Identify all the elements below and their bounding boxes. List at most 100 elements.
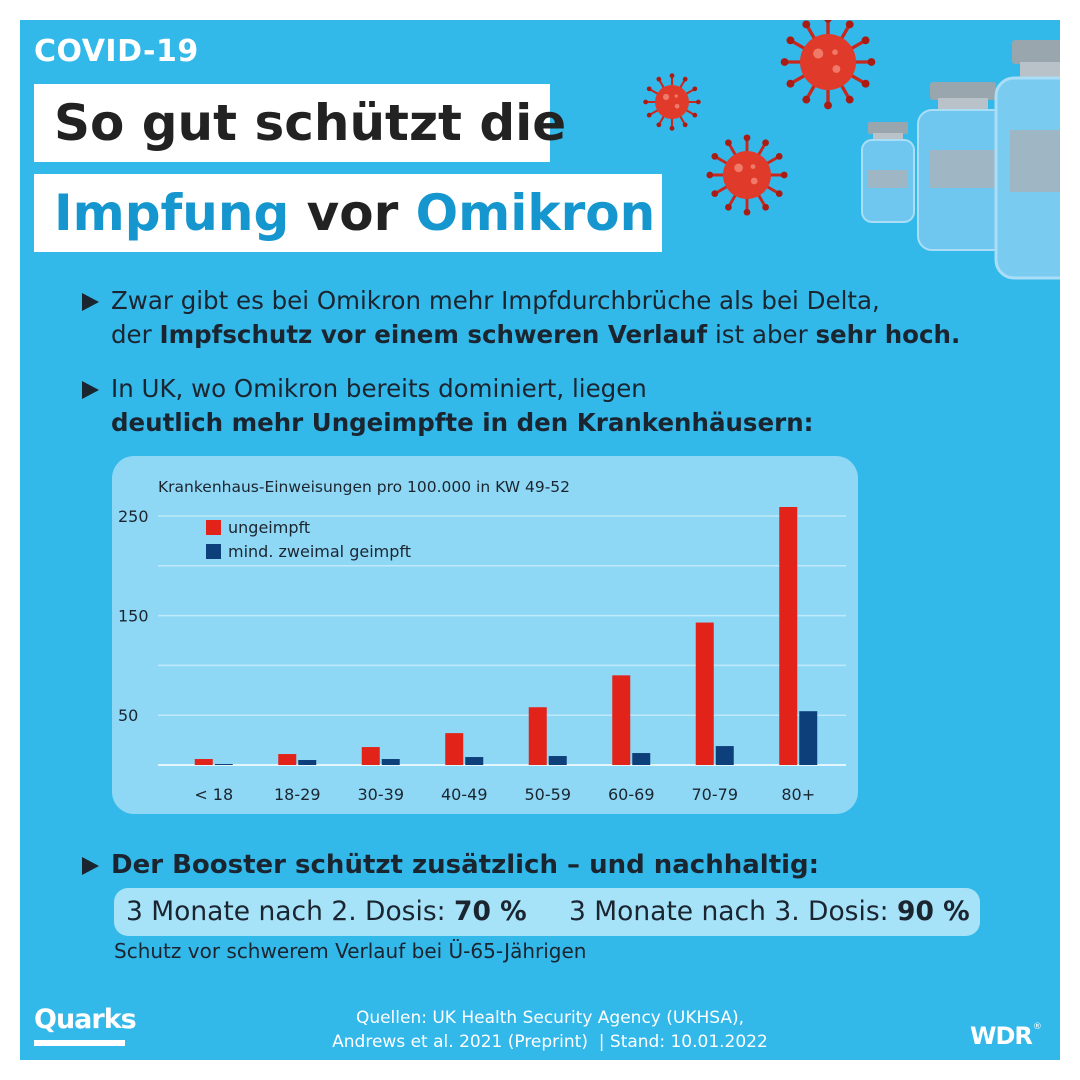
vaccine-vial-icon (994, 40, 1060, 280)
chart-title: Krankenhaus-Einweisungen pro 100.000 in … (158, 478, 570, 496)
virus-spike-tip (646, 86, 652, 92)
virus-spike-tip (775, 190, 783, 197)
bar-geimpft (381, 759, 400, 765)
booster-value: 90 % (897, 896, 970, 927)
chart-card: Krankenhaus-Einweisungen pro 100.000 in … (112, 456, 858, 814)
vaccine-vial-icon (917, 82, 1009, 251)
vaccine-vial-icon (861, 122, 915, 223)
bar-ungeimpft (445, 733, 464, 765)
logo-underline (34, 1040, 125, 1046)
booster-value: 70 % (454, 896, 527, 927)
bar-ungeimpft (278, 754, 297, 765)
virus-icon (780, 20, 876, 110)
bar-geimpft (632, 753, 651, 765)
bar-chart: Krankenhaus-Einweisungen pro 100.000 in … (118, 478, 846, 804)
virus-spike-tip (786, 79, 795, 88)
bar-ungeimpft (779, 506, 798, 765)
virus-spike-tip (743, 134, 751, 142)
play-triangle-icon (82, 857, 99, 875)
bar-geimpft (298, 760, 317, 765)
bar-geimpft (465, 757, 484, 765)
virus-spike-tip (656, 76, 662, 82)
virus-body (655, 85, 689, 119)
infographic: COVID-19 So gut schützt die Impfung vor … (20, 20, 1060, 1060)
x-tick-label: 18-29 (274, 785, 321, 804)
virus-spike-tip (682, 76, 688, 82)
virus-spike-tip (656, 122, 662, 128)
bar-ungeimpft (528, 707, 547, 765)
virus-spike-tip (692, 112, 698, 118)
play-triangle-icon (82, 293, 99, 311)
virus-spike-tip (725, 203, 732, 211)
title-line-2: Impfung vor Omikron (34, 174, 662, 252)
title-word-vor: vor (289, 184, 416, 242)
virus-spike-tip (786, 36, 795, 45)
virus-dot (832, 65, 841, 73)
x-tick-label: 40-49 (441, 785, 488, 804)
legend-swatch-ungeimpft (206, 520, 221, 535)
booster-label: 3 Monate nach 2. Dosis: (126, 896, 454, 927)
virus-spike-tip (695, 99, 701, 105)
virus-spike-tip (775, 153, 783, 160)
legend-label-geimpft: mind. zweimal geimpft (228, 542, 411, 561)
virus-spike-tip (861, 36, 870, 45)
wdr-logo-text: WDR (970, 1022, 1033, 1050)
bullet-text: In UK, wo Omikron bereits dominiert, lie… (111, 372, 1002, 440)
bullet-text: Zwar gibt es bei Omikron mehr Impfdurchb… (111, 284, 1042, 352)
virus-dot (832, 49, 838, 55)
play-triangle-icon (82, 381, 99, 399)
virus-spike-tip (669, 125, 675, 131)
x-tick-label: < 18 (194, 785, 233, 804)
virus-spike-tip (824, 101, 832, 110)
source-note: Quellen: UK Health Security Agency (UKHS… (320, 1006, 780, 1054)
bullet-uk-krankenhaeuser: In UK, wo Omikron bereits dominiert, lie… (82, 372, 1002, 440)
bullet-booster: Der Booster schützt zusätzlich – und nac… (82, 848, 982, 882)
y-tick-label: 50 (118, 706, 138, 725)
virus-spike-tip (643, 99, 649, 105)
virus-dot (674, 94, 678, 98)
virus-body (723, 151, 771, 199)
virus-spike-tip (861, 79, 870, 88)
virus-dot (662, 93, 670, 100)
bar-ungeimpft (361, 747, 380, 765)
title-text-1: So gut schützt die (54, 94, 567, 152)
bullet-span: ist aber (707, 320, 816, 349)
x-tick-label: 60-69 (608, 785, 655, 804)
virus-dot (734, 163, 743, 173)
virus-spike-tip (669, 73, 675, 79)
bar-ungeimpft (612, 675, 631, 765)
x-tick-label: 70-79 (692, 785, 739, 804)
virus-spike-tip (762, 139, 769, 147)
virus-spike-tip (802, 20, 811, 29)
virus-spike-tip (711, 153, 719, 160)
virus-icon (706, 134, 788, 216)
topic-tag: COVID-19 (34, 34, 199, 69)
bullet-bold: Impfschutz vor einem schweren Verlauf (159, 320, 708, 349)
virus-spike-tip (780, 58, 789, 66)
virus-spike-tip (762, 203, 769, 211)
booster-box: 3 Monate nach 2. Dosis: 70 % 3 Monate na… (114, 888, 980, 936)
virus-spike-tip (802, 95, 811, 104)
virus-dot (813, 48, 824, 59)
virus-spike-tip (682, 122, 688, 128)
registered-mark: ® (1032, 1022, 1042, 1032)
virus-dot (674, 103, 680, 109)
quarks-logo: Quarks (34, 1004, 137, 1046)
bullet-impfdurchbrueche: Zwar gibt es bei Omikron mehr Impfdurchb… (82, 284, 1042, 352)
title-word-omikron: Omikron (415, 184, 656, 242)
virus-icon (643, 73, 701, 131)
virus-spike-tip (706, 171, 714, 179)
x-tick-label: 80+ (781, 785, 815, 804)
bar-geimpft (548, 756, 567, 765)
virus-spike-tip (824, 20, 832, 23)
booster-item-2-dosis: 3 Monate nach 2. Dosis: 70 % (126, 888, 527, 936)
booster-label: 3 Monate nach 3. Dosis: (569, 896, 897, 927)
bar-geimpft (715, 746, 734, 765)
bar-geimpft (214, 764, 233, 765)
bar-ungeimpft (695, 622, 714, 765)
title-line-1: So gut schützt die (34, 84, 566, 162)
bullet-text: Der Booster schützt zusätzlich – und nac… (111, 850, 820, 880)
virus-spike-tip (845, 20, 854, 29)
virus-spike-tip (867, 58, 876, 66)
decoration (643, 20, 1060, 280)
